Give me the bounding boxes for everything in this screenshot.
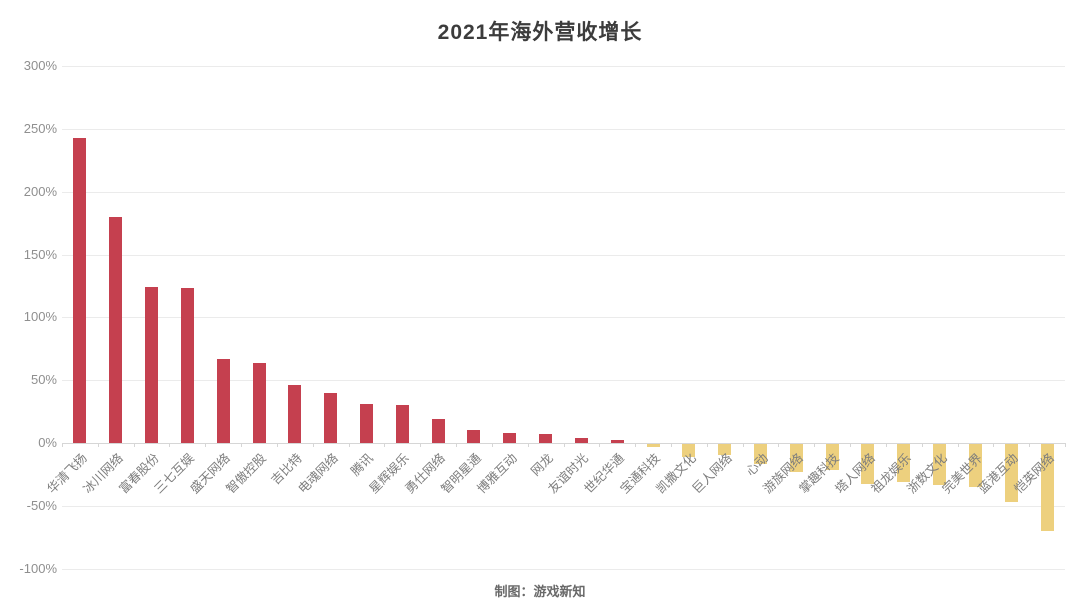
y-tick-label: 50% <box>30 372 57 388</box>
gridline <box>62 128 1065 130</box>
bar <box>789 444 803 472</box>
bar <box>718 444 732 456</box>
category-tick <box>348 443 350 447</box>
category-tick <box>885 443 887 447</box>
chart-title: 2021年海外营收增长 <box>437 21 643 44</box>
bar <box>539 434 553 443</box>
bar <box>145 287 159 443</box>
bar <box>467 430 481 443</box>
bar <box>754 444 768 465</box>
category-tick <box>491 443 493 447</box>
chart-credit: 制图：游戏新知 <box>494 584 586 599</box>
category-tick <box>635 443 637 447</box>
category-tick <box>921 443 923 447</box>
category-tick <box>276 443 278 447</box>
category-tick <box>814 443 816 447</box>
bar <box>324 392 338 443</box>
gridline <box>62 254 1065 256</box>
bar <box>1004 444 1018 502</box>
bar <box>503 432 517 443</box>
y-tick-label: 200% <box>23 183 57 199</box>
y-tick-label: -100% <box>19 560 57 576</box>
category-tick <box>169 443 171 447</box>
bar <box>574 437 588 443</box>
y-tick-label: 150% <box>23 246 57 262</box>
bar <box>1040 444 1054 531</box>
bar <box>431 419 445 443</box>
bar <box>682 444 696 457</box>
y-tick-label: 250% <box>23 120 57 136</box>
category-tick <box>1029 443 1031 447</box>
bar <box>180 288 194 443</box>
gridline <box>62 317 1065 319</box>
gridline <box>62 568 1065 570</box>
category-tick <box>1065 443 1066 447</box>
y-tick-label: 100% <box>23 309 57 325</box>
gridline <box>62 505 1065 507</box>
category-tick <box>957 443 959 447</box>
category-tick <box>742 443 744 447</box>
bar <box>359 404 373 443</box>
category-tick <box>706 443 708 447</box>
bar <box>73 137 87 443</box>
category-tick <box>312 443 314 447</box>
category-tick <box>420 443 422 447</box>
category-tick <box>670 443 672 447</box>
bar <box>861 444 875 485</box>
gridline <box>62 380 1065 382</box>
gridline <box>62 191 1065 193</box>
category-tick <box>205 443 207 447</box>
category-tick <box>599 443 601 447</box>
bar <box>968 444 982 487</box>
category-tick <box>456 443 458 447</box>
bar <box>897 444 911 482</box>
bar <box>610 440 624 443</box>
bar <box>395 405 409 443</box>
y-tick-label: 300% <box>23 58 57 73</box>
gridline <box>62 66 1065 67</box>
category-tick <box>993 443 995 447</box>
category-tick <box>97 443 99 447</box>
category-tick <box>62 443 63 447</box>
category-tick <box>778 443 780 447</box>
category-tick <box>133 443 135 447</box>
y-tick-label: -50% <box>26 497 57 513</box>
bar <box>109 216 123 443</box>
category-tick <box>384 443 386 447</box>
category-tick <box>241 443 243 447</box>
bar <box>288 385 302 443</box>
category-tick <box>527 443 529 447</box>
bar <box>825 444 839 471</box>
category-tick <box>563 443 565 447</box>
bar <box>933 444 947 486</box>
category-tick <box>850 443 852 447</box>
bar <box>646 444 660 447</box>
bar <box>216 358 230 443</box>
y-tick-label: 0% <box>38 435 57 450</box>
bar <box>252 362 266 443</box>
